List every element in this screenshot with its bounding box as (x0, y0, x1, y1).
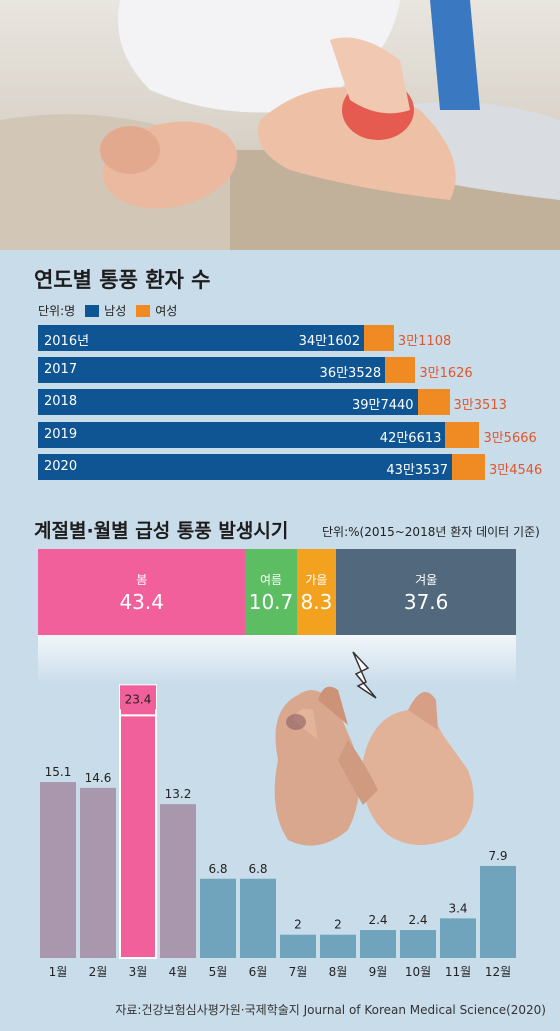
month-axis-label: 7월 (289, 965, 308, 979)
year-label: 2016년 (44, 334, 90, 349)
year-row: 2017 36만3528 3만1626 (38, 357, 473, 384)
month-axis-label: 2월 (89, 965, 108, 979)
month-bar (480, 865, 516, 958)
male-value-label: 43만3537 (386, 462, 448, 478)
season-name: 겨울 (415, 573, 438, 587)
month-axis-label: 6월 (249, 965, 268, 979)
male-bar: 2018 39만7440 (38, 389, 418, 416)
month-bar (320, 934, 356, 958)
legend-female-swatch (136, 304, 151, 317)
month-bar (440, 918, 476, 958)
season-segment: 봄 43.4 (38, 549, 246, 635)
seasonal-chart-title: 계절별·월별 급성 통풍 발생시기 (34, 520, 289, 542)
hand-pain-illustration (274, 651, 474, 846)
male-value-label: 39만7440 (351, 398, 414, 414)
seasonal-unit: 단위:%(2015~2018년 환자 데이터 기준) (322, 525, 540, 539)
month-axis-label: 12월 (485, 965, 511, 979)
female-bar (364, 325, 394, 351)
female-bar (385, 357, 416, 384)
year-row: 2016년 34만1602 3만1108 (38, 325, 451, 351)
month-bar (400, 930, 436, 958)
season-name: 봄 (136, 573, 148, 587)
month-value-label: 13.2 (165, 787, 192, 801)
month-bar (80, 787, 116, 958)
season-bar-reflection (38, 635, 516, 685)
month-bar (160, 804, 196, 958)
month-axis-label: 5월 (209, 965, 228, 979)
month-value-label: 2.4 (368, 913, 387, 927)
year-label: 2017 (44, 362, 78, 378)
season-name: 가을 (305, 573, 328, 587)
month-value-label: 6.8 (208, 862, 227, 876)
year-label: 2019 (44, 426, 78, 442)
month-bar (119, 684, 157, 959)
month-axis-label: 3월 (129, 965, 148, 979)
female-value-label: 3만4546 (489, 462, 543, 478)
month-value-label: 23.4 (125, 692, 152, 706)
yearly-unit: 단위:명 (38, 304, 76, 318)
month-axis-label: 10월 (405, 965, 431, 979)
month-axis-label: 4월 (169, 965, 188, 979)
month-bar (200, 878, 236, 958)
month-bar-label-band (120, 685, 156, 710)
month-bar (280, 934, 316, 958)
male-bar: 2017 36만3528 (38, 357, 386, 384)
month-bar (360, 930, 396, 958)
foot-pain-illustration (0, 0, 560, 250)
month-axis-label: 1월 (49, 965, 68, 979)
year-row: 2019 42만6613 3만5666 (38, 421, 537, 448)
legend-male-label: 남성 (104, 304, 127, 318)
male-bar: 2019 42만6613 (38, 421, 446, 448)
month-value-label: 14.6 (85, 771, 112, 785)
male-bar: 2016년 34만1602 (38, 325, 365, 351)
male-bar: 2020 43만3537 (38, 453, 452, 480)
female-value-label: 3만1626 (419, 366, 473, 382)
month-bar (240, 878, 276, 958)
month-value-label: 3.4 (448, 901, 467, 915)
male-value-label: 36만3528 (319, 366, 382, 382)
monthly-bars-svg: 15.1 1월 14.6 2월 23.4 3월 13.2 4월 6.8 5월 6.8 6월 2 7월 2 8월… (40, 684, 516, 979)
season-name: 여름 (259, 573, 283, 587)
year-label: 2018 (44, 394, 78, 410)
year-row: 2020 43만3537 3만4546 (38, 453, 542, 480)
month-value-label: 6.8 (248, 862, 267, 876)
yearly-legend: 단위:명 남성 여성 (38, 302, 177, 319)
male-value-label: 34만1602 (298, 334, 361, 349)
season-value: 37.6 (403, 590, 449, 614)
year-row: 2018 39만7440 3만3513 (38, 389, 507, 416)
female-bar (417, 389, 450, 416)
female-bar (452, 453, 485, 480)
female-value-label: 3만1108 (397, 334, 452, 349)
male-value-label: 42만6613 (379, 430, 442, 446)
season-value: 8.3 (300, 590, 333, 614)
month-value-label: 2.4 (408, 913, 427, 927)
photo-banner (0, 0, 560, 250)
month-axis-label: 9월 (369, 965, 388, 979)
female-value-label: 3만3513 (453, 398, 507, 414)
month-axis-label: 8월 (329, 965, 348, 979)
season-segment: 여름 10.7 (245, 549, 297, 635)
month-axis-label: 11월 (445, 965, 471, 979)
month-bar (40, 782, 76, 958)
month-value-label: 2 (334, 918, 342, 932)
month-value-label: 7.9 (488, 849, 507, 863)
yearly-chart-title: 연도별 통풍 환자 수 (34, 268, 211, 292)
year-label: 2020 (44, 458, 78, 474)
season-value: 10.7 (248, 590, 294, 614)
legend-female-label: 여성 (155, 304, 178, 318)
month-value-label: 15.1 (45, 765, 72, 779)
female-bar (445, 421, 480, 448)
source-note: 자료:건강보험심사평가원·국제학술지 Journal of Korean Med… (115, 1003, 546, 1017)
season-segment: 가을 8.3 (296, 549, 337, 635)
legend-male-swatch (85, 304, 100, 317)
season-value: 43.4 (119, 590, 164, 614)
month-value-label: 2 (294, 918, 302, 932)
season-segment: 겨울 37.6 (336, 549, 516, 635)
female-value-label: 3만5666 (483, 430, 537, 446)
